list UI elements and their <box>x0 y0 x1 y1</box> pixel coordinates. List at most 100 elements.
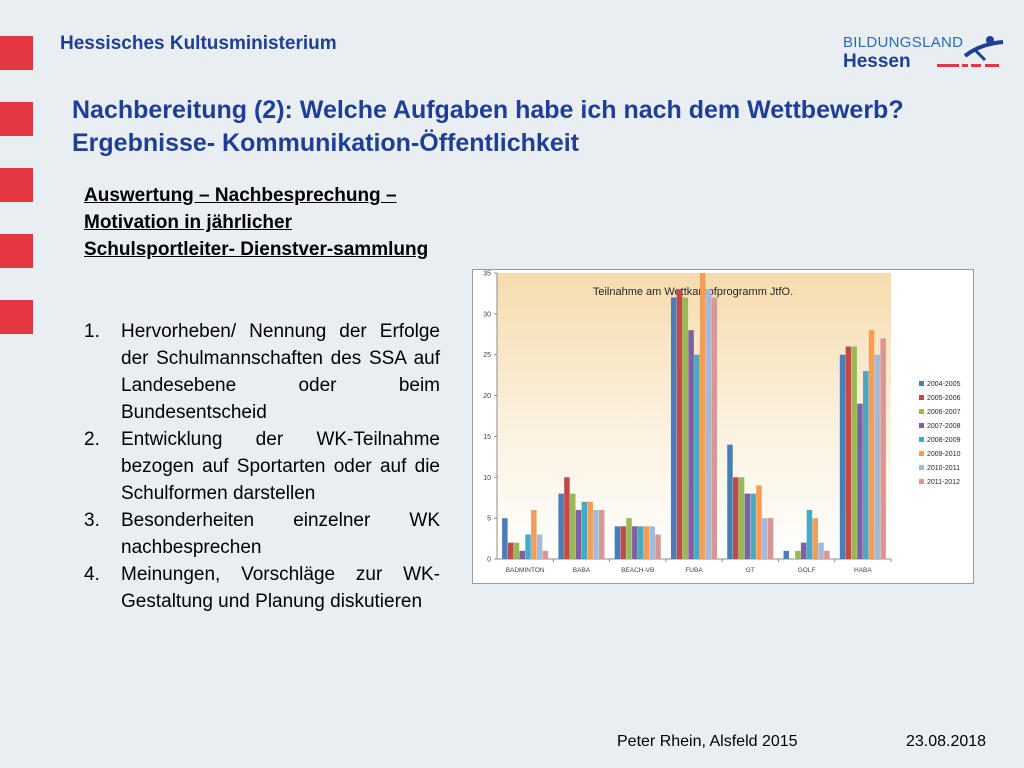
bar <box>756 485 762 559</box>
list-item-text: Meinungen, Vorschläge zur WK-Gestaltung … <box>121 564 440 612</box>
bar <box>688 330 694 559</box>
chart-container: 0 5 10 15 20 25 30 35 Teilnahme am Wettkampfprog… <box>472 269 974 584</box>
list-item-number: 1. <box>84 321 100 342</box>
bar <box>558 493 564 559</box>
list-item: 2. Entwicklung der WK-Teilnahme bezogen … <box>84 426 440 507</box>
bar <box>581 501 588 559</box>
footer-date: 23.08.2018 <box>906 733 987 750</box>
bar <box>587 501 593 559</box>
bar <box>727 444 733 559</box>
bar <box>643 526 650 559</box>
legend-swatch <box>919 395 924 400</box>
legend-swatch <box>919 437 924 442</box>
x-tick-label: BADMINTON <box>506 567 545 574</box>
x-tick-label: BEACH-VB <box>621 567 654 574</box>
bar <box>542 550 549 559</box>
x-tick-label: GT <box>746 567 755 574</box>
list-item-number: 2. <box>84 429 100 450</box>
decor-bar-1 <box>0 36 33 70</box>
legend-label: 2008-2009 <box>927 437 961 444</box>
slide-title: Nachbereitung (2): Welche Aufgaben habe … <box>72 96 904 157</box>
bar <box>868 330 875 559</box>
bar <box>670 297 677 559</box>
legend-label: 2010-2011 <box>927 465 960 472</box>
bar <box>744 493 751 559</box>
legend-swatch <box>919 479 924 484</box>
list-item: 3. Besonderheiten einzelner WK nachbespr… <box>84 507 440 561</box>
bar <box>676 289 683 559</box>
bar <box>783 550 790 559</box>
legend-label: 2004-2005 <box>927 381 961 388</box>
legend-swatch <box>919 451 924 456</box>
bar <box>507 542 514 559</box>
y-tick-label: 35 <box>483 271 491 278</box>
legend-label: 2007-2008 <box>927 423 961 430</box>
list-item-text: Entwicklung der WK-Teilnahme bezogen auf… <box>121 429 440 504</box>
bar <box>845 346 852 559</box>
legend-label: 2005-2006 <box>927 395 961 402</box>
bar <box>880 338 886 559</box>
subheading: Auswertung – Nachbesprechung – Motivatio… <box>84 185 429 260</box>
bar <box>839 354 846 559</box>
x-tick-label: HABA <box>854 567 872 574</box>
bar <box>711 297 718 559</box>
decor-bar-3 <box>0 168 33 202</box>
bildungsland-hessen-logo: BILDUNGSLAND Hessen <box>843 34 1004 74</box>
y-tick-label: 15 <box>483 434 491 441</box>
list-item-text: Besonderheiten einzelner WK nachbesprech… <box>121 510 440 558</box>
bar <box>824 550 830 559</box>
logo-line-2: Hessen <box>843 51 911 72</box>
logo-figure-icon <box>937 36 1004 67</box>
bar <box>682 297 689 559</box>
ministry-name: Hessisches Kultusministerium <box>60 33 337 54</box>
x-tick-label: GOLF <box>798 567 816 574</box>
list-item-number: 4. <box>84 564 100 585</box>
bar <box>655 534 661 559</box>
bar <box>800 542 807 559</box>
bar <box>733 477 739 559</box>
bar <box>593 509 599 559</box>
list-item-number: 3. <box>84 510 100 531</box>
bar <box>818 542 824 559</box>
decor-bar-4 <box>0 234 33 268</box>
chart-title: Teilnahme am Wettkampfprogramm JtfO. <box>593 286 793 298</box>
legend-swatch <box>919 423 924 428</box>
decor-bar-5 <box>0 300 33 334</box>
y-tick-label: 20 <box>483 393 491 400</box>
bar <box>519 550 525 559</box>
bar <box>762 518 768 559</box>
bar <box>738 477 745 559</box>
x-tick-label: FUBA <box>685 567 703 574</box>
y-tick-label: 10 <box>483 475 491 482</box>
bar <box>694 354 700 559</box>
logo-line-1: BILDUNGSLAND <box>843 34 964 51</box>
y-tick-label: 30 <box>483 311 491 318</box>
list-item-text: Hervorheben/ Nennung der Erfolge der Sch… <box>121 321 440 423</box>
y-tick-label: 0 <box>487 557 491 564</box>
point-list: 1. Hervorheben/ Nennung der Erfolge der … <box>84 318 440 615</box>
bar <box>598 509 605 559</box>
legend-label: 2011-2012 <box>927 479 960 486</box>
x-tick-label: BABA <box>573 567 591 574</box>
bar <box>531 509 537 559</box>
bar-chart: 0 5 10 15 20 25 30 35 Teilnahme am Wettkampfprog… <box>483 271 961 575</box>
y-tick-label: 5 <box>487 516 491 523</box>
legend-swatch <box>919 381 924 386</box>
bar <box>699 273 706 559</box>
bar <box>863 371 869 559</box>
legend-label: 2006-2007 <box>927 409 961 416</box>
list-item: 4. Meinungen, Vorschläge zur WK-Gestaltu… <box>84 561 440 615</box>
bar <box>806 509 813 559</box>
bar <box>812 518 819 559</box>
bar <box>569 493 576 559</box>
bar <box>795 550 801 559</box>
legend-swatch <box>919 465 924 470</box>
bar <box>620 526 626 559</box>
bar <box>705 289 712 559</box>
bar <box>637 526 644 559</box>
decor-bar-2 <box>0 102 33 136</box>
footer-author: Peter Rhein, Alsfeld 2015 <box>617 733 798 750</box>
bar <box>649 526 655 559</box>
bar <box>536 534 543 559</box>
bar <box>502 518 508 559</box>
